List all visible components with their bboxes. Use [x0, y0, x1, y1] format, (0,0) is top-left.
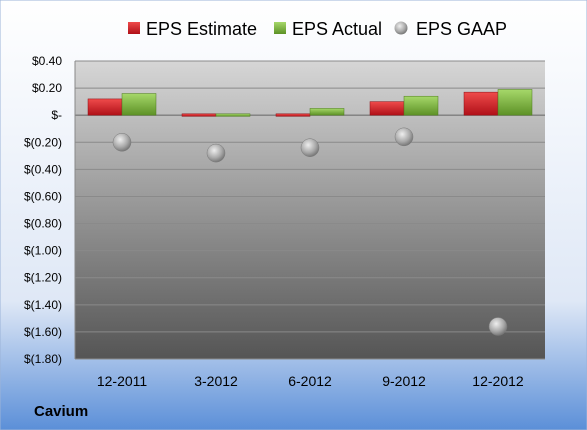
bars [87, 89, 533, 117]
y-tick-label: $(1.00) [24, 244, 62, 258]
y-tick-label: $0.40 [32, 54, 62, 68]
gaap-point [112, 133, 132, 152]
legend-label-gaap: EPS GAAP [416, 19, 507, 39]
y-tick-label: $(0.60) [24, 189, 62, 203]
gaap-point [394, 127, 414, 147]
y-tick-label: $(0.20) [24, 135, 62, 149]
y-tick-label: $(1.20) [24, 271, 62, 285]
x-tick-label: 12-2011 [97, 373, 148, 389]
actual-bar [121, 93, 157, 116]
actual-bar [309, 108, 345, 116]
company-name: Cavium [34, 403, 88, 420]
legend-swatch-estimate [128, 22, 140, 34]
y-tick-label: $(0.40) [24, 162, 62, 176]
gaap-point [206, 143, 226, 163]
y-tick-label: $(0.80) [24, 217, 62, 231]
legend-item-gaap: EPS GAAP [394, 19, 507, 39]
gaap-points [112, 127, 508, 336]
legend: EPS Estimate EPS Actual EPS GAAP [128, 19, 507, 39]
actual-bar [403, 95, 439, 116]
y-tick-label: $- [51, 108, 62, 122]
actual-bar [215, 113, 251, 117]
estimate-bar [463, 91, 499, 116]
estimate-bar [87, 98, 123, 116]
actual-bar [497, 89, 533, 116]
y-axis-ticks: $0.40 $0.20 $- $(0.20) $(0.40) $(0.60) $(0.80)… [24, 54, 62, 366]
estimate-bar [369, 101, 405, 116]
x-tick-label: 9-2012 [382, 373, 426, 389]
x-tick-label: 12-2012 [472, 373, 524, 389]
y-tick-label: $(1.80) [24, 352, 62, 366]
estimate-bar [181, 113, 217, 117]
gaap-point [300, 138, 320, 157]
legend-label-actual: EPS Actual [292, 19, 382, 39]
legend-item-actual: EPS Actual [274, 19, 382, 39]
x-tick-label: 3-2012 [194, 373, 238, 389]
gaap-point [488, 317, 508, 336]
y-tick-label: $0.20 [32, 81, 62, 95]
legend-swatch-gaap [394, 21, 408, 35]
y-tick-label: $(1.60) [24, 325, 62, 339]
x-tick-label: 6-2012 [288, 373, 332, 389]
legend-label-estimate: EPS Estimate [146, 19, 257, 39]
legend-swatch-actual [274, 22, 286, 34]
y-tick-label: $(1.40) [24, 298, 62, 312]
legend-item-estimate: EPS Estimate [128, 19, 257, 39]
x-axis-ticks: 12-2011 3-2012 6-2012 9-2012 12-2012 [97, 373, 524, 389]
estimate-bar [275, 113, 311, 117]
